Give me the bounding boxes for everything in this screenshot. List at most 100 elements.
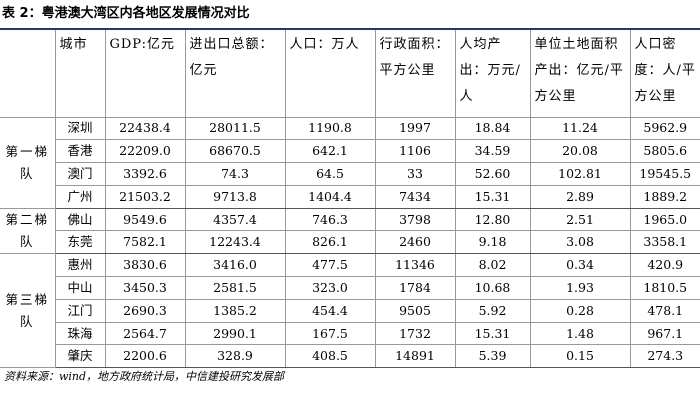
header-cell: 行政面积：平方公里 bbox=[374, 28, 456, 118]
value-cell: 10.68 bbox=[454, 276, 531, 300]
city-cell: 中山 bbox=[55, 276, 106, 300]
value-cell: 478.1 bbox=[629, 298, 700, 323]
value-cell: 1.48 bbox=[529, 321, 631, 346]
value-cell: 328.9 bbox=[184, 344, 286, 369]
city-cell: 香港 bbox=[55, 139, 106, 164]
value-cell: 2.89 bbox=[529, 184, 631, 209]
city-cell: 江门 bbox=[55, 298, 106, 323]
value-cell: 11346 bbox=[374, 253, 456, 278]
value-cell: 323.0 bbox=[284, 276, 376, 300]
value-cell: 21503.2 bbox=[104, 184, 186, 209]
value-cell: 0.15 bbox=[529, 344, 631, 369]
value-cell: 642.1 bbox=[284, 139, 376, 164]
value-cell: 7434 bbox=[374, 184, 456, 209]
value-cell: 167.5 bbox=[284, 321, 376, 346]
table-row: 东莞 7582.1 12243.4 826.1 2460 9.18 3.08 3358.1 bbox=[0, 230, 700, 255]
city-cell: 深圳 bbox=[54, 116, 106, 141]
value-cell: 826.1 bbox=[284, 230, 376, 255]
value-cell: 15.31 bbox=[454, 321, 531, 346]
value-cell: 11.24 bbox=[529, 116, 631, 141]
value-cell: 8.02 bbox=[454, 253, 531, 278]
value-cell: 4357.4 bbox=[184, 207, 286, 232]
city-cell: 肇庆 bbox=[55, 344, 106, 369]
table-row: 江门 2690.3 1385.2 454.4 9505 5.92 0.28 478.1 bbox=[0, 298, 700, 323]
value-cell: 9.18 bbox=[454, 230, 531, 255]
value-cell: 28011.5 bbox=[184, 116, 286, 141]
value-cell: 1385.2 bbox=[184, 298, 286, 323]
city-cell: 澳门 bbox=[55, 162, 106, 186]
source-note: 资料来源：wind，地方政府统计局，中信建投研究发展部 bbox=[4, 370, 285, 384]
value-cell: 1965.0 bbox=[629, 207, 700, 232]
value-cell: 18.84 bbox=[454, 116, 531, 141]
table-row: 珠海 2564.7 2990.1 167.5 1732 15.31 1.48 967.1 bbox=[0, 321, 700, 346]
value-cell: 12243.4 bbox=[184, 230, 286, 255]
table-row: 第一梯队 深圳 22438.4 28011.5 1190.8 1997 18.84 11.24… bbox=[0, 116, 700, 209]
header-cell: 城市 bbox=[54, 28, 106, 118]
value-cell: 2460 bbox=[374, 230, 456, 255]
header-cell: 人均产出：万元/人 bbox=[454, 28, 531, 118]
value-cell: 1190.8 bbox=[284, 116, 376, 141]
table-row: 第二梯队 佛山 9549.6 4357.4 746.3 3798 12.80 2.51 1965… bbox=[0, 207, 700, 255]
table-body: 第一梯队 深圳 22438.4 28011.5 1190.8 1997 18.84 11.24… bbox=[0, 116, 700, 369]
header-cell bbox=[0, 28, 56, 118]
value-cell: 2990.1 bbox=[184, 321, 286, 346]
city-cell: 佛山 bbox=[54, 207, 106, 232]
group-label: 第一梯队 bbox=[0, 116, 56, 209]
value-cell: 9713.8 bbox=[184, 184, 286, 209]
value-cell: 22438.4 bbox=[104, 116, 186, 141]
value-cell: 1404.4 bbox=[284, 184, 376, 209]
value-cell: 33 bbox=[374, 162, 456, 186]
value-cell: 5805.6 bbox=[629, 139, 700, 164]
value-cell: 1106 bbox=[374, 139, 456, 164]
value-cell: 0.34 bbox=[529, 253, 631, 278]
value-cell: 1732 bbox=[374, 321, 456, 346]
city-cell: 惠州 bbox=[54, 253, 106, 278]
table-row: 广州 21503.2 9713.8 1404.4 7434 15.31 2.89 1889.2 bbox=[0, 184, 700, 209]
table-row: 第三梯队 惠州 3830.6 3416.0 477.5 11346 8.02 0.34 420.… bbox=[0, 253, 700, 369]
value-cell: 408.5 bbox=[284, 344, 376, 369]
value-cell: 68670.5 bbox=[184, 139, 286, 164]
value-cell: 967.1 bbox=[629, 321, 700, 346]
value-cell: 0.28 bbox=[529, 298, 631, 323]
value-cell: 2564.7 bbox=[104, 321, 186, 346]
value-cell: 2690.3 bbox=[104, 298, 186, 323]
value-cell: 1784 bbox=[374, 276, 456, 300]
value-cell: 274.3 bbox=[629, 344, 700, 369]
city-cell: 东莞 bbox=[55, 230, 106, 255]
value-cell: 420.9 bbox=[629, 253, 700, 278]
city-cell: 珠海 bbox=[55, 321, 106, 346]
value-cell: 477.5 bbox=[284, 253, 376, 278]
value-cell: 3416.0 bbox=[184, 253, 286, 278]
value-cell: 454.4 bbox=[284, 298, 376, 323]
value-cell: 5962.9 bbox=[629, 116, 700, 141]
data-table: 城市 GDP:亿元 进出口总额：亿元 人口：万人 行政面积：平方公里 人均产出：万元/人单… bbox=[0, 28, 700, 369]
table-row: 澳门 3392.6 74.3 64.5 33 52.60 102.81 19545.5 bbox=[0, 162, 700, 186]
value-cell: 3830.6 bbox=[104, 253, 186, 278]
value-cell: 2581.5 bbox=[184, 276, 286, 300]
value-cell: 15.31 bbox=[454, 184, 531, 209]
value-cell: 9549.6 bbox=[104, 207, 186, 232]
value-cell: 1889.2 bbox=[629, 184, 700, 209]
value-cell: 34.59 bbox=[454, 139, 531, 164]
header-cell: 进出口总额：亿元 bbox=[184, 28, 286, 118]
header-cell: GDP:亿元 bbox=[104, 28, 186, 118]
table-row: 肇庆 2200.6 328.9 408.5 14891 5.39 0.15 274.3 bbox=[0, 344, 700, 369]
group-label: 第二梯队 bbox=[0, 207, 56, 255]
header-cell: 人口：万人 bbox=[284, 28, 376, 118]
value-cell: 9505 bbox=[374, 298, 456, 323]
value-cell: 102.81 bbox=[529, 162, 631, 186]
value-cell: 3392.6 bbox=[104, 162, 186, 186]
value-cell: 3358.1 bbox=[629, 230, 700, 255]
value-cell: 22209.0 bbox=[104, 139, 186, 164]
group-label: 第三梯队 bbox=[0, 253, 56, 369]
value-cell: 5.39 bbox=[454, 344, 531, 369]
value-cell: 7582.1 bbox=[104, 230, 186, 255]
value-cell: 52.60 bbox=[454, 162, 531, 186]
value-cell: 74.3 bbox=[184, 162, 286, 186]
value-cell: 12.80 bbox=[454, 207, 531, 232]
header-row: 城市 GDP:亿元 进出口总额：亿元 人口：万人 行政面积：平方公里 人均产出：万元/人单… bbox=[0, 28, 700, 118]
value-cell: 1.93 bbox=[529, 276, 631, 300]
city-cell: 广州 bbox=[55, 184, 106, 209]
value-cell: 1810.5 bbox=[629, 276, 700, 300]
